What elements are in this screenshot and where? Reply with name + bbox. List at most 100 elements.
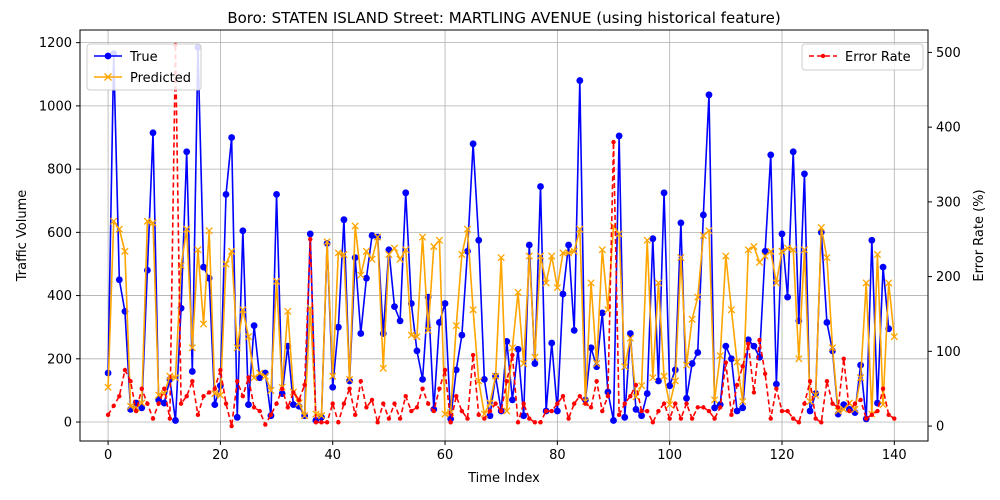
data-point [661,401,667,406]
data-point [233,344,241,352]
data-point [705,227,713,235]
data-point [323,238,331,246]
data-point [111,403,116,409]
data-point [368,232,376,239]
data-point [564,249,573,257]
data-point [712,416,717,421]
data-point [480,410,489,418]
data-point [487,408,493,414]
data-point [695,405,700,410]
data-point [139,386,144,391]
data-point [671,377,679,385]
y2-tick-label: 500 [936,46,961,61]
x-tick-label: 80 [549,448,566,463]
data-point [300,412,309,420]
data-point [491,372,500,380]
data-point [553,284,562,292]
data-point [723,360,729,365]
data-point [274,401,279,406]
data-point [486,412,494,420]
data-point [268,412,274,418]
data-point [369,397,375,403]
data-point [340,216,348,224]
data-point [767,151,775,159]
data-point [795,355,803,363]
data-point [205,227,213,235]
data-point [223,401,229,406]
data-point [615,132,623,140]
data-point [701,405,706,410]
data-point [345,375,354,384]
data-point [885,279,893,287]
data-point [150,416,156,421]
data-point [626,334,635,342]
data-point [678,416,684,421]
data-point [413,347,421,355]
data-point [858,397,863,403]
legend-true-label: True [129,50,158,65]
data-point [368,255,376,263]
data-point [296,397,302,403]
data-point [459,408,465,414]
data-point [594,379,599,384]
data-point [267,386,275,395]
data-point [199,320,208,328]
data-point [171,374,180,382]
data-point [509,396,516,404]
data-point [475,377,483,385]
data-point [677,253,685,262]
data-point [583,401,588,406]
data-point [649,374,657,382]
data-point [600,408,605,414]
data-point [565,241,572,249]
data-point [868,236,876,244]
data-point [536,252,545,260]
data-point [555,401,560,406]
data-point [110,217,118,225]
series-true [104,43,893,424]
data-point [718,405,723,410]
data-point [750,342,758,350]
data-point [823,319,831,326]
data-point [441,410,449,418]
data-point [470,352,476,358]
data-point [632,405,640,413]
data-point [284,307,292,316]
data-point [362,247,371,255]
data-point [183,148,191,156]
data-point [117,393,122,399]
data-point [711,404,718,412]
data-point [677,219,685,227]
data-point [364,405,369,410]
data-point [559,290,567,298]
x-tick-label: 140 [882,448,907,463]
data-point [452,321,460,330]
legend-error-label: Error Rate [845,50,911,65]
data-point [649,235,657,243]
data-point [694,349,702,356]
data-point [246,375,251,380]
data-point [689,416,695,421]
data-point [587,344,595,352]
data-point [716,351,724,360]
data-point [666,400,674,409]
data-point [611,139,616,145]
data-point [879,400,887,409]
y-tick-label: 200 [47,352,72,367]
data-point [655,377,662,385]
data-point [605,393,611,399]
data-point [308,237,313,242]
data-point [279,386,285,391]
data-point [425,401,431,406]
data-point [273,191,280,198]
data-point [616,412,622,418]
data-point [290,401,297,409]
x-tick-label: 0 [104,448,112,463]
data-point [442,367,448,373]
data-point [363,274,370,282]
data-point [757,337,762,343]
data-point [357,330,365,337]
data-point [823,253,831,262]
data-point [128,379,133,384]
data-point [684,401,689,406]
